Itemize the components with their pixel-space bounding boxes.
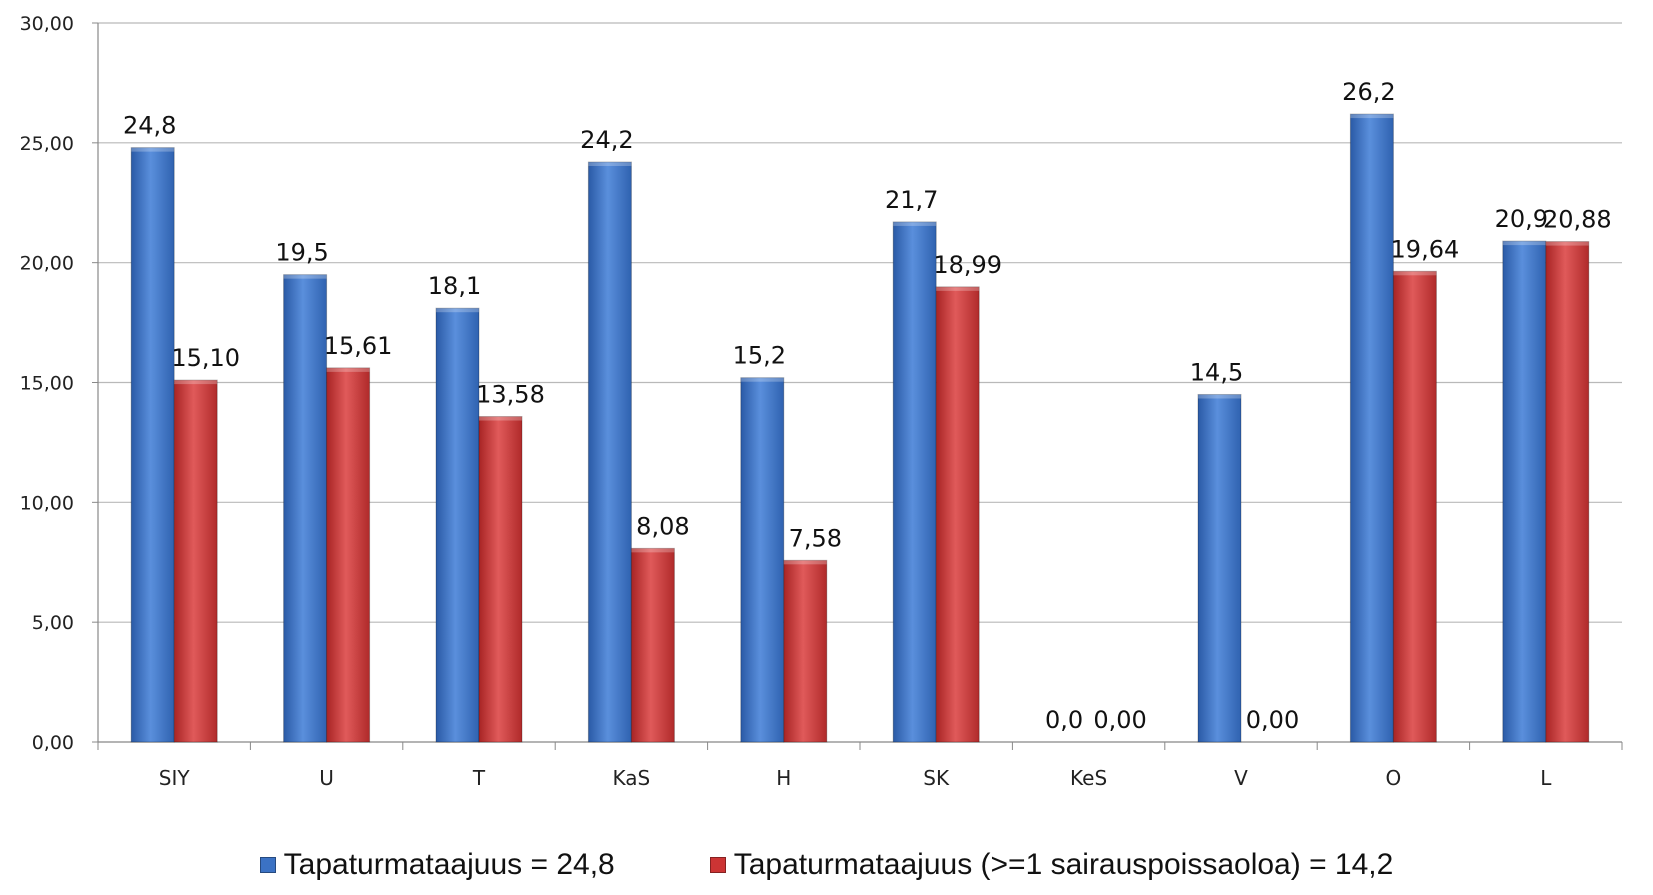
data-label-series-1: 24,2 bbox=[580, 126, 633, 154]
data-label-series-2: 8,08 bbox=[636, 512, 689, 540]
bar-cap-series-1 bbox=[283, 274, 327, 279]
data-label-series-1: 20,9 bbox=[1495, 205, 1548, 233]
y-tick-label: 30,00 bbox=[20, 13, 74, 35]
bar-series-1 bbox=[1502, 240, 1547, 743]
bar-cap-series-1 bbox=[131, 147, 175, 152]
data-label-series-2: 15,61 bbox=[324, 332, 393, 360]
legend: Tapaturmataajuus = 24,8 Tapaturmataajuus… bbox=[0, 845, 1653, 885]
x-tick-label: H bbox=[776, 766, 791, 790]
data-label-series-1: 18,1 bbox=[428, 272, 481, 300]
data-label-series-1: 21,7 bbox=[885, 186, 938, 214]
bar-cap-series-2 bbox=[631, 548, 675, 553]
bar-series-1 bbox=[892, 221, 937, 743]
bar-cap-series-2 bbox=[1545, 241, 1589, 246]
bar-series-2 bbox=[935, 286, 980, 743]
legend-item-series-1: Tapaturmataajuus = 24,8 bbox=[259, 848, 615, 882]
x-tick-label: V bbox=[1234, 766, 1248, 790]
bar-cap-series-2 bbox=[783, 560, 827, 565]
x-tick-label: SK bbox=[923, 766, 950, 790]
bar-series-1 bbox=[1197, 393, 1242, 743]
data-label-series-2: 0,00 bbox=[1093, 706, 1146, 734]
legend-label-series-1: Tapaturmataajuus = 24,8 bbox=[283, 848, 615, 881]
x-tick-label: U bbox=[319, 766, 334, 790]
x-tick-label: T bbox=[472, 766, 486, 790]
bar-series-1 bbox=[740, 377, 785, 743]
bar-series-2 bbox=[173, 379, 218, 743]
bar-cap-series-1 bbox=[1502, 241, 1546, 246]
bar-cap-series-1 bbox=[740, 377, 784, 382]
bar-series-1 bbox=[1349, 113, 1394, 743]
data-label-series-2: 15,10 bbox=[171, 344, 240, 372]
bar-series-1 bbox=[435, 307, 480, 743]
bar-cap-series-2 bbox=[936, 286, 980, 291]
y-tick-label: 20,00 bbox=[20, 253, 74, 275]
bar-cap-series-1 bbox=[1350, 114, 1394, 119]
axes: 0,00 5,00 10,00 15,00 20,00 25,00 30,00 SIY U T Ka… bbox=[20, 13, 1623, 790]
bar-cap-series-2 bbox=[1393, 271, 1437, 276]
data-label-series-2: 19,64 bbox=[1391, 235, 1460, 263]
x-tick-label: O bbox=[1386, 766, 1402, 790]
x-tick-label: KeS bbox=[1070, 766, 1107, 790]
legend-label-series-2: Tapaturmataajuus (>=1 sairauspoissaoloa)… bbox=[733, 848, 1394, 881]
x-tick-label: SIY bbox=[159, 766, 191, 790]
data-label-series-1: 15,2 bbox=[733, 342, 786, 370]
x-tick-label: L bbox=[1540, 766, 1552, 790]
bar-cap-series-1 bbox=[588, 162, 632, 167]
bar-cap-series-2 bbox=[326, 367, 370, 372]
bars bbox=[130, 113, 1590, 743]
y-tick-label: 15,00 bbox=[20, 373, 74, 395]
bar-cap-series-1 bbox=[1198, 394, 1241, 399]
bar-series-2 bbox=[1392, 270, 1437, 743]
data-label-series-2: 13,58 bbox=[476, 381, 545, 409]
bar-series-2 bbox=[783, 559, 828, 743]
x-tick-label: KaS bbox=[613, 766, 651, 790]
data-label-series-2: 7,58 bbox=[789, 524, 842, 552]
bar-cap-series-2 bbox=[479, 416, 522, 421]
data-label-series-1: 26,2 bbox=[1342, 78, 1395, 106]
y-tick-label: 10,00 bbox=[20, 492, 74, 514]
data-label-series-2: 20,88 bbox=[1543, 206, 1612, 234]
y-tick-label: 0,00 bbox=[32, 732, 74, 754]
bar-series-2 bbox=[1545, 241, 1590, 743]
bar-series-2 bbox=[478, 416, 523, 743]
bar-series-1 bbox=[130, 147, 175, 743]
y-tick-label: 25,00 bbox=[20, 133, 74, 155]
bar-series-1 bbox=[283, 274, 328, 743]
data-label-series-1: 19,5 bbox=[275, 239, 328, 267]
bar-cap-series-2 bbox=[174, 380, 218, 385]
bar-cap-series-1 bbox=[436, 308, 479, 313]
bar-cap-series-1 bbox=[893, 221, 937, 226]
data-label-series-1: 24,8 bbox=[123, 112, 176, 140]
data-label-series-1: 14,5 bbox=[1190, 358, 1243, 386]
legend-swatch-series-2 bbox=[709, 857, 726, 873]
data-labels: 24,8 19,5 18,1 24,2 15,2 21,7 0,0 14,5 26,2 20,9 1… bbox=[123, 78, 1612, 734]
data-label-series-2: 18,99 bbox=[933, 251, 1002, 279]
y-tick-label: 5,00 bbox=[32, 612, 74, 634]
bar-series-2 bbox=[630, 547, 675, 743]
legend-swatch-series-1 bbox=[259, 857, 276, 873]
bar-series-2 bbox=[326, 367, 371, 743]
data-label-series-2: 0,00 bbox=[1246, 706, 1299, 734]
legend-item-series-2: Tapaturmataajuus (>=1 sairauspoissaoloa)… bbox=[709, 848, 1394, 882]
data-label-series-1: 0,0 bbox=[1045, 706, 1083, 734]
bar-series-1 bbox=[587, 161, 632, 743]
